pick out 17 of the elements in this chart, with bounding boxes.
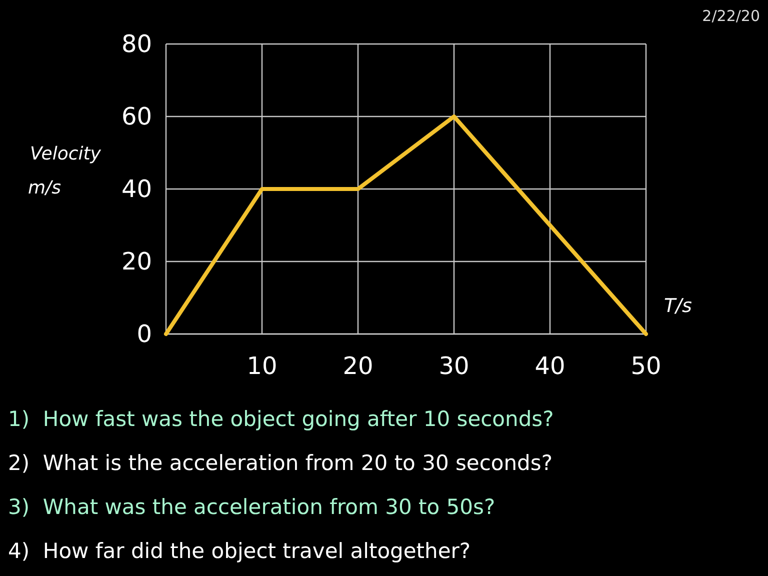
- y-tick-label: 20: [121, 248, 152, 276]
- x-tick-label: 30: [438, 352, 470, 380]
- text: 1) How fast was the object going after 10 seconds?: [8, 407, 554, 431]
- x-tick-label: 20: [342, 352, 374, 380]
- text: 3) What was the acceleration from 30 to 50s?: [8, 495, 496, 519]
- y-tick-label: 60: [121, 102, 152, 130]
- y-tick-label: 0: [136, 320, 152, 348]
- y-axis-title: Velocity m/s: [28, 144, 102, 198]
- x-tick-label: 40: [534, 352, 566, 380]
- text: 2/22/20: [702, 7, 760, 25]
- text: 2) What is the acceleration from 20 to 30 seconds?: [8, 451, 552, 475]
- y-tick-label: 80: [121, 30, 152, 58]
- x-tick-label: 10: [246, 352, 278, 380]
- x-axis-title: T/s: [664, 295, 692, 317]
- y-tick-label: 40: [121, 175, 152, 203]
- x-tick-label: 50: [630, 352, 662, 380]
- text: 4) How far did the object travel altogether?: [8, 539, 471, 563]
